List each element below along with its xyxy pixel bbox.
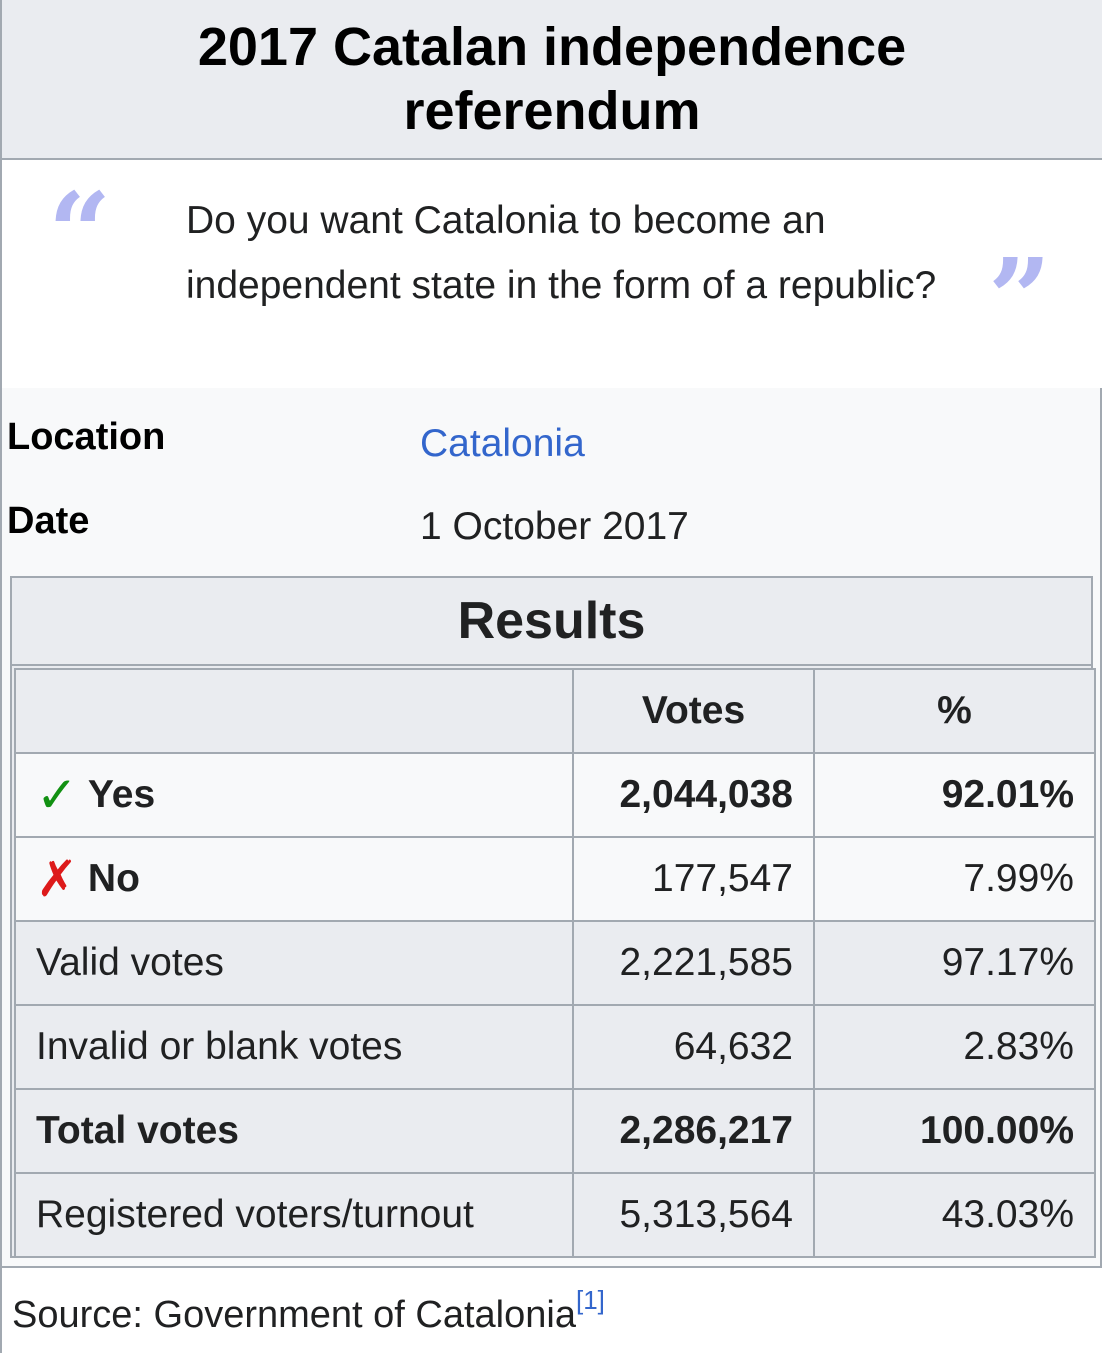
table-header-row: Votes %: [14, 668, 1096, 754]
column-header-percent: %: [813, 668, 1096, 754]
row-label-cell: ✗ No: [14, 836, 574, 922]
table-row-invalid: Invalid or blank votes 64,632 2.83%: [14, 1004, 1096, 1090]
referendum-question: Do you want Catalonia to become an indep…: [186, 199, 937, 307]
row-label: Registered voters/turnout: [14, 1172, 574, 1258]
percent-cell: 43.03%: [813, 1172, 1096, 1258]
date-value: 1 October 2017: [420, 505, 689, 548]
source-note: Source: Government of Catalonia[1]: [12, 1285, 605, 1337]
votes-cell: 5,313,564: [572, 1172, 815, 1258]
results-section: Results Votes % ✓ Yes 2,044,038 92.01%: [10, 576, 1096, 1258]
date-label: Date: [7, 500, 90, 542]
close-quote-icon: ”: [988, 234, 1052, 363]
table-row-yes: ✓ Yes 2,044,038 92.01%: [14, 752, 1096, 838]
percent-cell: 100.00%: [813, 1088, 1096, 1174]
votes-cell: 2,286,217: [572, 1088, 815, 1174]
cross-icon: ✗: [36, 851, 78, 907]
votes-cell: 2,221,585: [572, 920, 815, 1006]
table-row-valid: Valid votes 2,221,585 97.17%: [14, 920, 1096, 1006]
reference-link[interactable]: [1]: [575, 1285, 605, 1315]
source-text: Source: Government of Catalonia: [12, 1294, 576, 1336]
check-icon: ✓: [36, 767, 78, 823]
percent-cell: 97.17%: [813, 920, 1096, 1006]
source-bar: [2, 1266, 1102, 1353]
percent-cell: 2.83%: [813, 1004, 1096, 1090]
infobox-title: 2017 Catalan independence referendum: [2, 0, 1102, 160]
votes-cell: 64,632: [572, 1004, 815, 1090]
votes-cell: 2,044,038: [572, 752, 815, 838]
row-label: Invalid or blank votes: [14, 1004, 574, 1090]
table-row-registered: Registered voters/turnout 5,313,564 43.0…: [14, 1172, 1096, 1258]
results-heading: Results: [12, 578, 1091, 666]
row-label: Valid votes: [14, 920, 574, 1006]
row-label: No: [87, 857, 140, 900]
row-label-cell: ✓ Yes: [14, 752, 574, 838]
table-row-total: Total votes 2,286,217 100.00%: [14, 1088, 1096, 1174]
column-header-votes: Votes: [572, 668, 815, 754]
open-quote-icon: “: [48, 168, 112, 297]
question-box: [2, 160, 1102, 388]
table-row-no: ✗ No 177,547 7.99%: [14, 836, 1096, 922]
column-header-option: [14, 668, 574, 754]
location-link[interactable]: Catalonia: [420, 422, 585, 465]
location-label: Location: [7, 416, 166, 458]
row-label: Total votes: [14, 1088, 574, 1174]
percent-cell: 92.01%: [813, 752, 1096, 838]
row-label: Yes: [87, 773, 156, 816]
percent-cell: 7.99%: [813, 836, 1096, 922]
results-table: Votes % ✓ Yes 2,044,038 92.01% ✗ No: [14, 668, 1096, 1258]
votes-cell: 177,547: [572, 836, 815, 922]
